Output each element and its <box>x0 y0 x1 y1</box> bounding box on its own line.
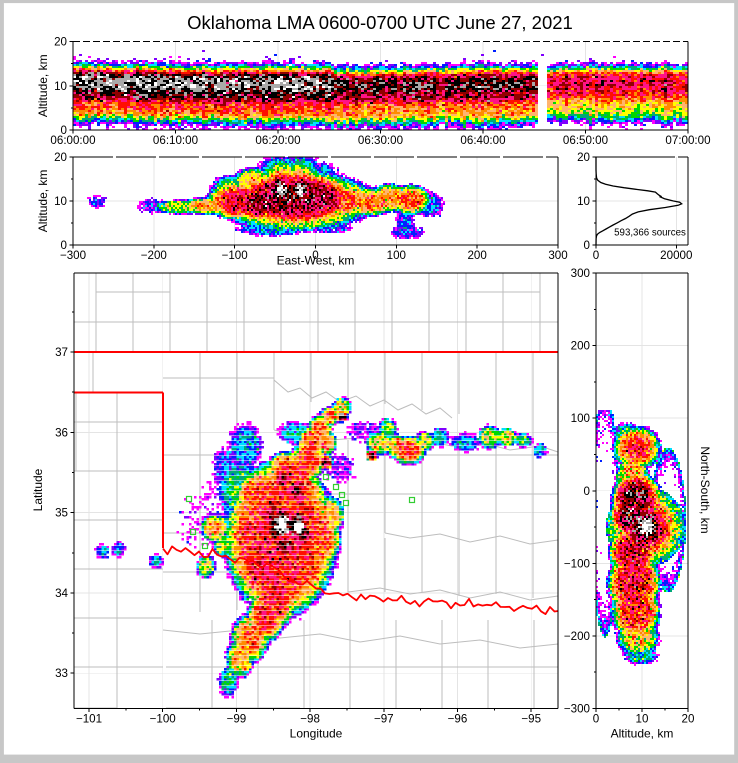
svg-text:300: 300 <box>548 249 567 262</box>
svg-text:20: 20 <box>577 151 590 164</box>
svg-text:−98: −98 <box>300 713 320 726</box>
svg-text:0: 0 <box>584 239 590 252</box>
svg-text:06:10:00: 06:10:00 <box>153 134 198 147</box>
svg-text:10: 10 <box>577 195 590 208</box>
svg-text:Altitude, km: Altitude, km <box>36 54 50 117</box>
svg-text:33: 33 <box>55 667 68 680</box>
svg-text:Oklahoma LMA 0600-0700 UTC Jun: Oklahoma LMA 0600-0700 UTC June 27, 2021 <box>187 12 573 33</box>
svg-text:Latitude: Latitude <box>31 468 45 511</box>
svg-text:20000: 20000 <box>660 249 692 262</box>
svg-text:593,366 sources: 593,366 sources <box>614 228 686 239</box>
svg-text:200: 200 <box>467 249 486 262</box>
svg-text:−95: −95 <box>521 713 541 726</box>
svg-text:Altitude, km: Altitude, km <box>611 727 674 741</box>
svg-text:−200: −200 <box>564 630 590 643</box>
svg-text:0: 0 <box>593 249 599 262</box>
svg-text:37: 37 <box>55 346 68 359</box>
svg-text:−100: −100 <box>564 557 590 570</box>
svg-text:−96: −96 <box>448 713 468 726</box>
svg-text:−101: −101 <box>76 713 102 726</box>
svg-text:10: 10 <box>54 80 67 93</box>
svg-text:20: 20 <box>54 36 67 49</box>
svg-text:0: 0 <box>61 239 67 252</box>
svg-text:−100: −100 <box>150 713 176 726</box>
svg-text:East-West, km: East-West, km <box>277 253 355 267</box>
svg-text:200: 200 <box>571 340 590 353</box>
svg-text:06:50:00: 06:50:00 <box>563 134 608 147</box>
svg-text:06:20:00: 06:20:00 <box>255 134 300 147</box>
svg-text:−300: −300 <box>60 249 86 262</box>
svg-text:0: 0 <box>584 485 590 498</box>
svg-text:−97: −97 <box>374 713 394 726</box>
svg-text:North-South, km: North-South, km <box>698 446 712 533</box>
svg-text:Altitude, km: Altitude, km <box>36 170 50 233</box>
svg-text:300: 300 <box>571 267 590 280</box>
svg-text:20: 20 <box>54 151 67 164</box>
svg-text:−300: −300 <box>564 702 590 715</box>
svg-text:35: 35 <box>55 507 68 520</box>
svg-text:−200: −200 <box>141 249 167 262</box>
svg-text:100: 100 <box>387 249 406 262</box>
svg-text:−99: −99 <box>227 713 247 726</box>
svg-text:0: 0 <box>593 713 599 726</box>
svg-text:10: 10 <box>636 713 649 726</box>
svg-text:Longitude: Longitude <box>290 727 343 741</box>
svg-text:34: 34 <box>55 587 68 600</box>
svg-text:20: 20 <box>682 713 695 726</box>
svg-text:−100: −100 <box>222 249 248 262</box>
svg-text:100: 100 <box>571 412 590 425</box>
svg-text:10: 10 <box>54 195 67 208</box>
svg-text:07:00:00: 07:00:00 <box>665 134 710 147</box>
svg-text:06:00:00: 06:00:00 <box>50 134 95 147</box>
svg-text:0: 0 <box>61 124 67 137</box>
svg-text:06:40:00: 06:40:00 <box>460 134 505 147</box>
svg-text:06:30:00: 06:30:00 <box>358 134 403 147</box>
svg-text:36: 36 <box>55 426 68 439</box>
svg-text:0: 0 <box>312 249 318 262</box>
